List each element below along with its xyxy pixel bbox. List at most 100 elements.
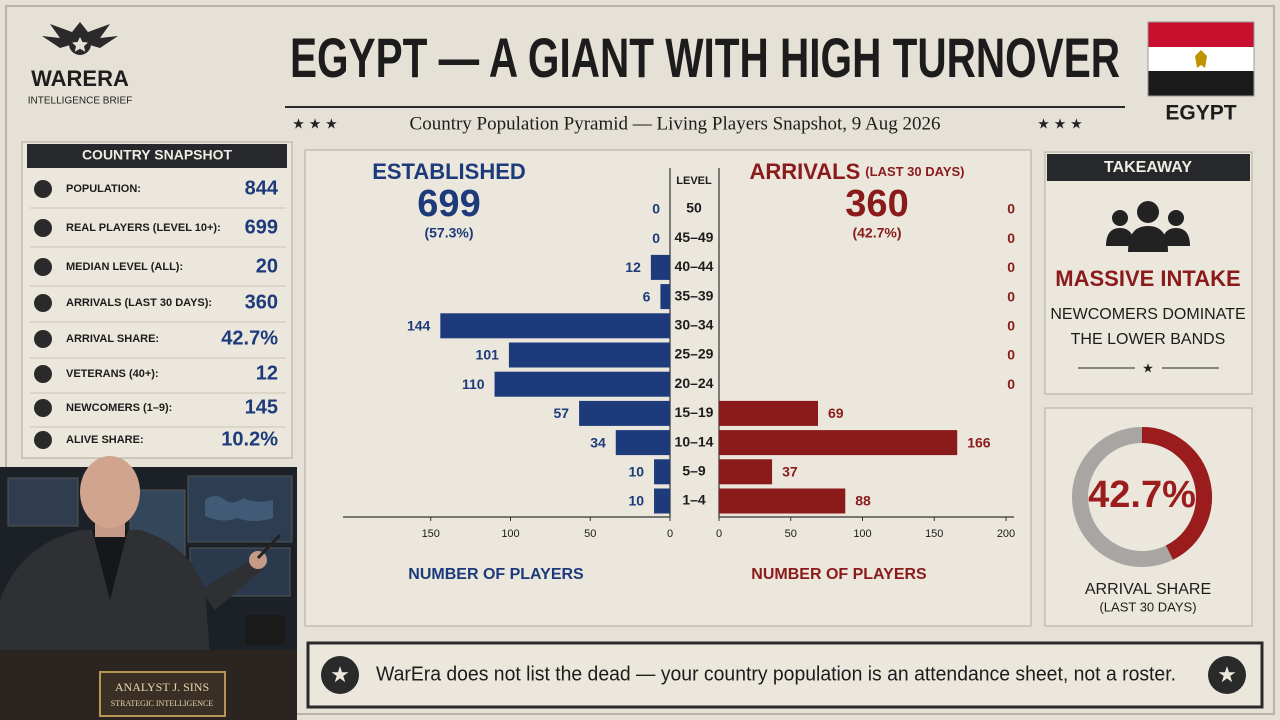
bar bbox=[660, 284, 670, 310]
snapshot-value: 360 bbox=[245, 291, 278, 313]
bar bbox=[719, 400, 819, 426]
bar bbox=[650, 254, 670, 280]
data-label: 0 bbox=[652, 201, 660, 217]
x-tick-label: 0 bbox=[667, 528, 673, 540]
x-tick-label: 150 bbox=[422, 528, 440, 540]
bar bbox=[654, 459, 670, 485]
snapshot-panel bbox=[21, 141, 293, 459]
series-name: ARRIVALS (LAST 30 DAYS) bbox=[749, 159, 964, 184]
snapshot-icon bbox=[34, 258, 52, 276]
takeaway-line: NEWCOMERS DOMINATE bbox=[1050, 306, 1245, 323]
snapshot-value: 145 bbox=[245, 396, 278, 418]
category-label: 45–49 bbox=[675, 229, 714, 245]
snapshot-icon bbox=[34, 399, 52, 417]
data-label: 0 bbox=[1007, 288, 1015, 304]
x-tick-label: 100 bbox=[501, 528, 519, 540]
page-subtitle: Country Population Pyramid — Living Play… bbox=[410, 113, 941, 134]
takeaway-title: TAKEAWAY bbox=[1104, 159, 1192, 176]
series-share: (42.7%) bbox=[852, 225, 901, 241]
donut-subtitle: (LAST 30 DAYS) bbox=[1099, 599, 1196, 614]
stars: ★ ★ ★ bbox=[292, 116, 337, 132]
bar bbox=[719, 459, 773, 485]
bar bbox=[719, 430, 958, 456]
series-total: 699 bbox=[417, 183, 480, 225]
category-label: 40–44 bbox=[675, 258, 714, 274]
analyst-role: STRATEGIC INTELLIGENCE bbox=[111, 699, 214, 708]
brand-logo bbox=[42, 22, 118, 55]
data-label: 166 bbox=[967, 434, 991, 450]
snapshot-icon bbox=[34, 180, 52, 198]
x-tick-label: 200 bbox=[997, 528, 1015, 540]
frame bbox=[5, 5, 1275, 715]
data-label: 34 bbox=[590, 434, 606, 450]
series-name: ESTABLISHED bbox=[372, 159, 526, 184]
data-label: 0 bbox=[1007, 376, 1015, 392]
snapshot-label: POPULATION: bbox=[66, 183, 141, 195]
data-label: 10 bbox=[628, 464, 644, 480]
snapshot-value: 699 bbox=[245, 216, 278, 238]
bar bbox=[719, 488, 846, 514]
soldiers-icon bbox=[1106, 201, 1190, 252]
page-title: EGYPT — A GIANT WITH HIGH TURNOVER bbox=[290, 26, 1120, 89]
data-label: 0 bbox=[1007, 201, 1015, 217]
snapshot-label: NEWCOMERS (1–9): bbox=[66, 402, 172, 414]
donut-title: ARRIVAL SHARE bbox=[1085, 581, 1211, 598]
data-label: 57 bbox=[554, 405, 570, 421]
snapshot-label: ARRIVALS (LAST 30 DAYS): bbox=[66, 297, 212, 309]
country-label: EGYPT bbox=[1165, 102, 1236, 125]
x-tick-label: 100 bbox=[853, 528, 871, 540]
snapshot-header bbox=[27, 144, 287, 168]
category-label: 1–4 bbox=[682, 492, 706, 508]
snapshot-icon bbox=[34, 365, 52, 383]
bar bbox=[579, 400, 670, 426]
category-label: 25–29 bbox=[675, 346, 714, 362]
data-label: 88 bbox=[855, 493, 871, 509]
takeaway-line: THE LOWER BANDS bbox=[1071, 331, 1226, 348]
category-axis-label: LEVEL bbox=[676, 175, 712, 187]
bar bbox=[654, 488, 670, 514]
takeaway-panel bbox=[1044, 151, 1253, 395]
snapshot-label: VETERANS (40+): bbox=[66, 368, 159, 380]
snapshot-value: 10.2% bbox=[221, 428, 278, 450]
series-total: 360 bbox=[845, 183, 908, 225]
bar bbox=[615, 430, 670, 456]
x-axis-label: NUMBER OF PLAYERS bbox=[408, 566, 584, 583]
data-label: 0 bbox=[1007, 230, 1015, 246]
takeaway-headline: MASSIVE INTAKE bbox=[1055, 266, 1240, 291]
category-label: 5–9 bbox=[682, 463, 706, 479]
donut-value-label: 42.7% bbox=[1088, 474, 1196, 516]
snapshot-icon bbox=[34, 219, 52, 237]
footer-star-right: ★ bbox=[1208, 656, 1246, 694]
data-label: 6 bbox=[643, 288, 651, 304]
svg-text:★: ★ bbox=[330, 662, 350, 687]
category-label: 20–24 bbox=[675, 375, 714, 391]
snapshot-rows: POPULATION: 844 REAL PLAYERS (LEVEL 10+): 6… bbox=[30, 177, 286, 450]
category-label: 35–39 bbox=[675, 287, 714, 303]
snapshot-label: REAL PLAYERS (LEVEL 10+): bbox=[66, 222, 221, 234]
bar bbox=[440, 313, 670, 339]
snapshot-value: 12 bbox=[256, 362, 278, 384]
series-note: (LAST 30 DAYS) bbox=[865, 164, 964, 179]
data-label: 69 bbox=[828, 405, 844, 421]
x-tick-label: 50 bbox=[785, 528, 797, 540]
data-label: 0 bbox=[1007, 318, 1015, 334]
brand-name: WARERA bbox=[31, 66, 129, 91]
series-name: ARRIVALS bbox=[749, 159, 860, 184]
x-axis-label: NUMBER OF PLAYERS bbox=[751, 566, 927, 583]
bar bbox=[494, 371, 670, 397]
analyst-photo bbox=[0, 456, 297, 720]
category-label: 30–34 bbox=[675, 317, 714, 333]
divider-star: ★ bbox=[1142, 360, 1154, 375]
snapshot-title: COUNTRY SNAPSHOT bbox=[82, 147, 233, 163]
data-label: 144 bbox=[407, 318, 431, 334]
analyst-name: ANALYST J. SINS bbox=[115, 680, 209, 694]
footer-quote: WarEra does not list the dead — your cou… bbox=[376, 663, 1176, 685]
data-label: 0 bbox=[1007, 347, 1015, 363]
x-tick-label: 50 bbox=[584, 528, 596, 540]
data-label: 0 bbox=[652, 230, 660, 246]
snapshot-icon bbox=[34, 330, 52, 348]
data-label: 0 bbox=[1007, 259, 1015, 275]
snapshot-icon bbox=[34, 294, 52, 312]
